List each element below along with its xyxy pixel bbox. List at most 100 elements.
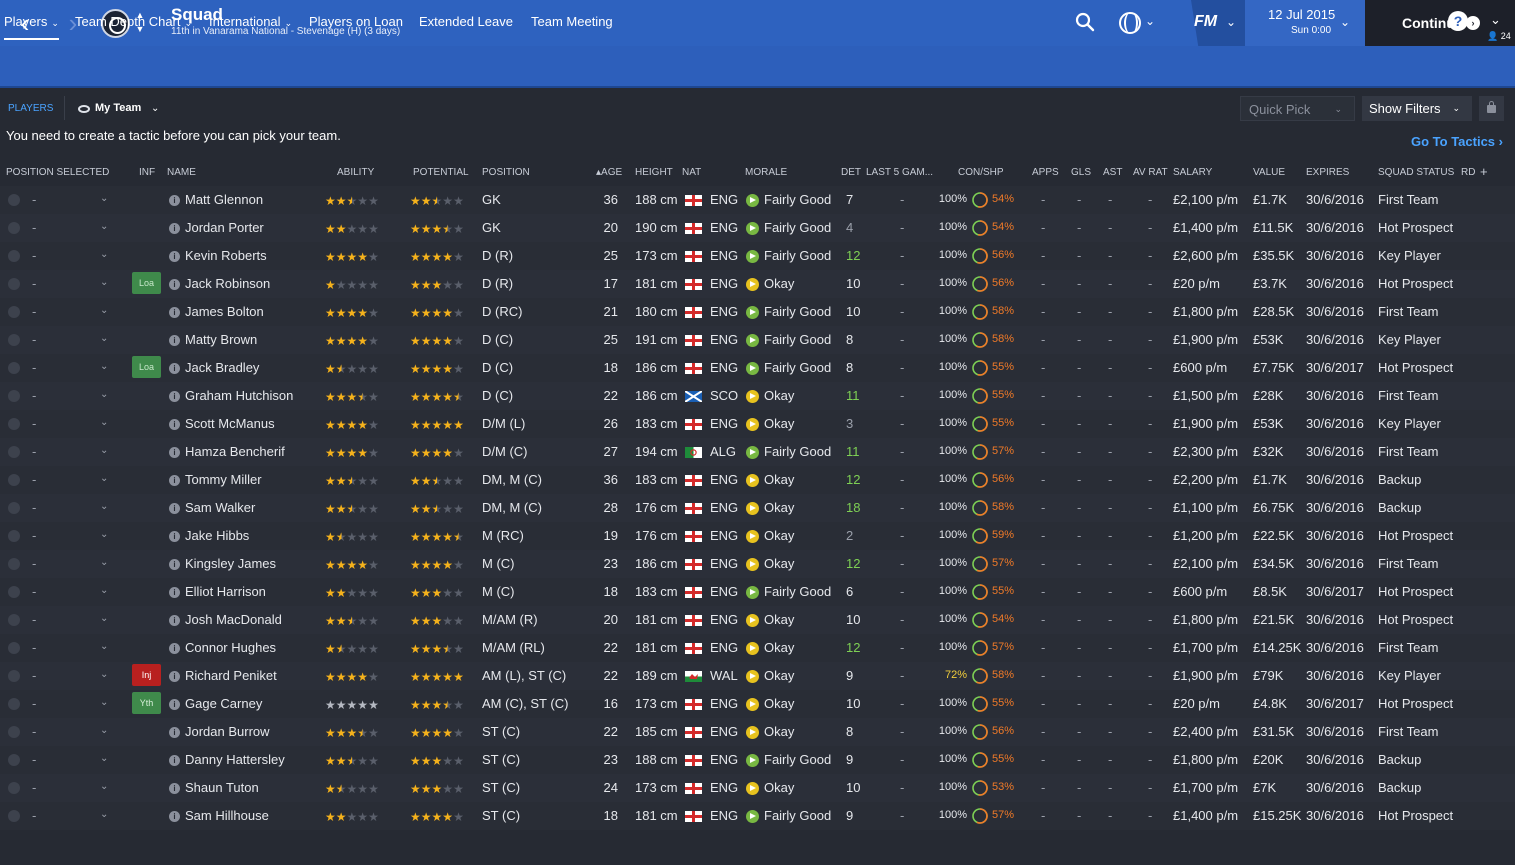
info-icon[interactable]: i [169, 419, 180, 430]
info-icon[interactable]: i [169, 279, 180, 290]
table-row[interactable]: - ⌄ i Kingsley James ★★★★★ ★★★★★ M (C) 23 186 cm… [0, 550, 1515, 578]
chevron-down-icon[interactable]: ⌄ [1490, 12, 1501, 27]
column-header[interactable]: HEIGHT [635, 167, 673, 178]
add-column-icon[interactable]: + [1480, 164, 1488, 179]
tab-team-depth-chart[interactable]: Team Depth Chart ⌄ [75, 14, 192, 29]
table-row[interactable]: - ⌄ Yth i Gage Carney ★★★★★ ★★★★★ AM (C), ST (C… [0, 690, 1515, 718]
info-icon[interactable]: i [169, 615, 180, 626]
player-name[interactable]: Sam Hillhouse [185, 808, 269, 823]
chevron-down-icon[interactable]: ⌄ [100, 249, 109, 260]
tab-players[interactable]: Players ⌄ [4, 14, 59, 40]
select-tick-icon[interactable] [8, 754, 20, 766]
lock-button[interactable] [1479, 96, 1504, 121]
player-name[interactable]: Matty Brown [185, 332, 258, 347]
player-name[interactable]: Jordan Burrow [185, 724, 270, 739]
info-icon[interactable]: i [169, 727, 180, 738]
show-filters-button[interactable]: Show Filters ⌄ [1362, 96, 1472, 121]
column-header[interactable]: ▴AGE [596, 167, 623, 178]
column-header[interactable]: EXPIRES [1306, 167, 1350, 178]
select-tick-icon[interactable] [8, 782, 20, 794]
go-to-tactics-link[interactable]: Go To Tactics › [1411, 134, 1503, 149]
table-row[interactable]: - ⌄ i Jordan Burrow ★★★★★ ★★★★★ ST (C) 22 185 cm… [0, 718, 1515, 746]
tab-players-on-loan[interactable]: Players on Loan [309, 14, 403, 29]
info-icon[interactable]: i [169, 195, 180, 206]
select-tick-icon[interactable] [8, 250, 20, 262]
chevron-down-icon[interactable]: ⌄ [100, 221, 109, 232]
player-name[interactable]: Elliot Harrison [185, 584, 266, 599]
info-icon[interactable]: i [169, 223, 180, 234]
info-icon[interactable]: i [169, 755, 180, 766]
chevron-down-icon[interactable]: ⌄ [1145, 14, 1156, 28]
column-header[interactable]: GLS [1071, 167, 1092, 178]
info-icon[interactable]: i [169, 335, 180, 346]
column-header[interactable]: RD [1461, 167, 1476, 178]
fm-logo[interactable]: FM [1194, 13, 1218, 30]
select-tick-icon[interactable] [8, 558, 20, 570]
chevron-down-icon[interactable]: ⌄ [100, 445, 109, 456]
chevron-down-icon[interactable]: ⌄ [100, 809, 109, 820]
table-row[interactable]: - ⌄ i Shaun Tuton ★★★★★ ★★★★★ ST (C) 24 173 cm EN… [0, 774, 1515, 802]
player-name[interactable]: Gage Carney [185, 696, 263, 711]
info-icon[interactable]: i [169, 671, 180, 682]
tab-international[interactable]: International ⌄ [209, 14, 292, 29]
chevron-down-icon[interactable]: ⌄ [100, 193, 109, 204]
search-icon[interactable] [1075, 12, 1095, 32]
select-tick-icon[interactable] [8, 306, 20, 318]
table-row[interactable]: - ⌄ i Sam Walker ★★★★★ ★★★★★ DM, M (C) 28 176 cm… [0, 494, 1515, 522]
select-tick-icon[interactable] [8, 278, 20, 290]
info-icon[interactable]: i [169, 559, 180, 570]
info-icon[interactable]: i [169, 475, 180, 486]
player-name[interactable]: Connor Hughes [185, 640, 277, 655]
player-name[interactable]: Josh MacDonald [185, 612, 282, 627]
column-header[interactable]: SALARY [1173, 167, 1213, 178]
table-row[interactable]: - ⌄ i Jake Hibbs ★★★★★ ★★★★★ M (RC) 19 176 cm ENG… [0, 522, 1515, 550]
info-icon[interactable]: i [169, 811, 180, 822]
chevron-down-icon[interactable]: ⌄ [100, 501, 109, 512]
chevron-down-icon[interactable]: ⌄ [100, 725, 109, 736]
column-header[interactable]: AST [1103, 167, 1123, 178]
table-row[interactable]: - ⌄ i Danny Hattersley ★★★★★ ★★★★★ ST (C) 23 188… [0, 746, 1515, 774]
table-row[interactable]: - ⌄ Inj i Richard Peniket ★★★★★ ★★★★★ AM (L), S… [0, 662, 1515, 690]
info-icon[interactable]: i [169, 643, 180, 654]
table-row[interactable]: - ⌄ i Hamza Bencherif ★★★★★ ★★★★★ D/M (C) 27 194… [0, 438, 1515, 466]
column-header[interactable]: ABILITY [337, 167, 375, 178]
column-header[interactable]: POSITION SELECTED [6, 167, 110, 178]
tab-extended-leave[interactable]: Extended Leave [419, 14, 513, 29]
info-icon[interactable]: i [169, 251, 180, 262]
select-tick-icon[interactable] [8, 670, 20, 682]
table-row[interactable]: - ⌄ i Josh MacDonald ★★★★★ ★★★★★ M/AM (R) 20 181… [0, 606, 1515, 634]
chevron-down-icon[interactable]: ⌄ [100, 529, 109, 540]
view-selector[interactable]: My Team [95, 102, 142, 114]
player-name[interactable]: Jack Bradley [185, 360, 260, 375]
table-row[interactable]: - ⌄ i Connor Hughes ★★★★★ ★★★★★ M/AM (RL) 22 181… [0, 634, 1515, 662]
table-row[interactable]: - ⌄ i Tommy Miller ★★★★★ ★★★★★ DM, M (C) 36 183 … [0, 466, 1515, 494]
player-name[interactable]: Shaun Tuton [185, 780, 259, 795]
column-header[interactable]: APPS [1032, 167, 1059, 178]
info-icon[interactable]: i [169, 531, 180, 542]
player-name[interactable]: Jack Robinson [185, 276, 271, 291]
select-tick-icon[interactable] [8, 698, 20, 710]
globe-icon[interactable] [1119, 12, 1141, 34]
info-icon[interactable]: i [169, 503, 180, 514]
player-name[interactable]: Sam Walker [185, 500, 256, 515]
select-tick-icon[interactable] [8, 810, 20, 822]
chevron-down-icon[interactable]: ⌄ [100, 305, 109, 316]
player-name[interactable]: Hamza Bencherif [185, 444, 285, 459]
player-name[interactable]: Kevin Roberts [185, 248, 267, 263]
chevron-down-icon[interactable]: ⌄ [100, 753, 109, 764]
player-name[interactable]: Matt Glennon [185, 192, 264, 207]
player-name[interactable]: Tommy Miller [185, 472, 262, 487]
select-tick-icon[interactable] [8, 418, 20, 430]
quick-pick-dropdown[interactable]: Quick Pick ⌄ [1240, 96, 1355, 121]
chevron-down-icon[interactable]: ⌄ [100, 669, 109, 680]
column-header[interactable]: POTENTIAL [413, 167, 469, 178]
player-name[interactable]: Scott McManus [185, 416, 275, 431]
column-header[interactable]: AV RAT [1133, 167, 1168, 178]
info-icon[interactable]: i [169, 307, 180, 318]
chevron-down-icon[interactable]: ⌄ [100, 473, 109, 484]
column-header[interactable]: DET [841, 167, 861, 178]
chevron-down-icon[interactable]: ⌄ [151, 103, 160, 114]
table-row[interactable]: - ⌄ i James Bolton ★★★★★ ★★★★★ D (RC) 21 180 cm E… [0, 298, 1515, 326]
back-arrow-icon[interactable]: ‹ [20, 8, 30, 38]
player-name[interactable]: James Bolton [185, 304, 264, 319]
